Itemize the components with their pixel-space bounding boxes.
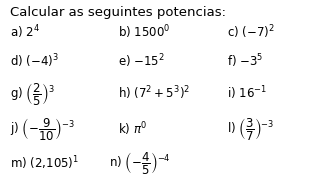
Text: k) $\pi^{0}$: k) $\pi^{0}$	[118, 120, 148, 138]
Text: b) $1500^{0}$: b) $1500^{0}$	[118, 24, 171, 41]
Text: g) $\left(\dfrac{2}{5}\right)^{3}$: g) $\left(\dfrac{2}{5}\right)^{3}$	[10, 81, 54, 107]
Text: Calcular as seguintes potencias:: Calcular as seguintes potencias:	[10, 6, 226, 19]
Text: e) $-15^{2}$: e) $-15^{2}$	[118, 53, 165, 70]
Text: l) $\left(\dfrac{3}{7}\right)^{-3}$: l) $\left(\dfrac{3}{7}\right)^{-3}$	[227, 116, 275, 142]
Text: j) $\left(-\dfrac{9}{10}\right)^{-3}$: j) $\left(-\dfrac{9}{10}\right)^{-3}$	[10, 116, 75, 142]
Text: i) $16^{-1}$: i) $16^{-1}$	[227, 85, 267, 102]
Text: d) $(-4)^{3}$: d) $(-4)^{3}$	[10, 53, 59, 70]
Text: m) $(2{,}105)^{1}$: m) $(2{,}105)^{1}$	[10, 154, 79, 172]
Text: h) $(7^{2}+5^{3})^{2}$: h) $(7^{2}+5^{3})^{2}$	[118, 85, 191, 102]
Text: n) $\left(-\dfrac{4}{5}\right)^{-4}$: n) $\left(-\dfrac{4}{5}\right)^{-4}$	[109, 150, 171, 176]
Text: f) $-3^{5}$: f) $-3^{5}$	[227, 53, 264, 70]
Text: a) $2^{4}$: a) $2^{4}$	[10, 24, 39, 41]
Text: c) $(-7)^{2}$: c) $(-7)^{2}$	[227, 24, 275, 41]
